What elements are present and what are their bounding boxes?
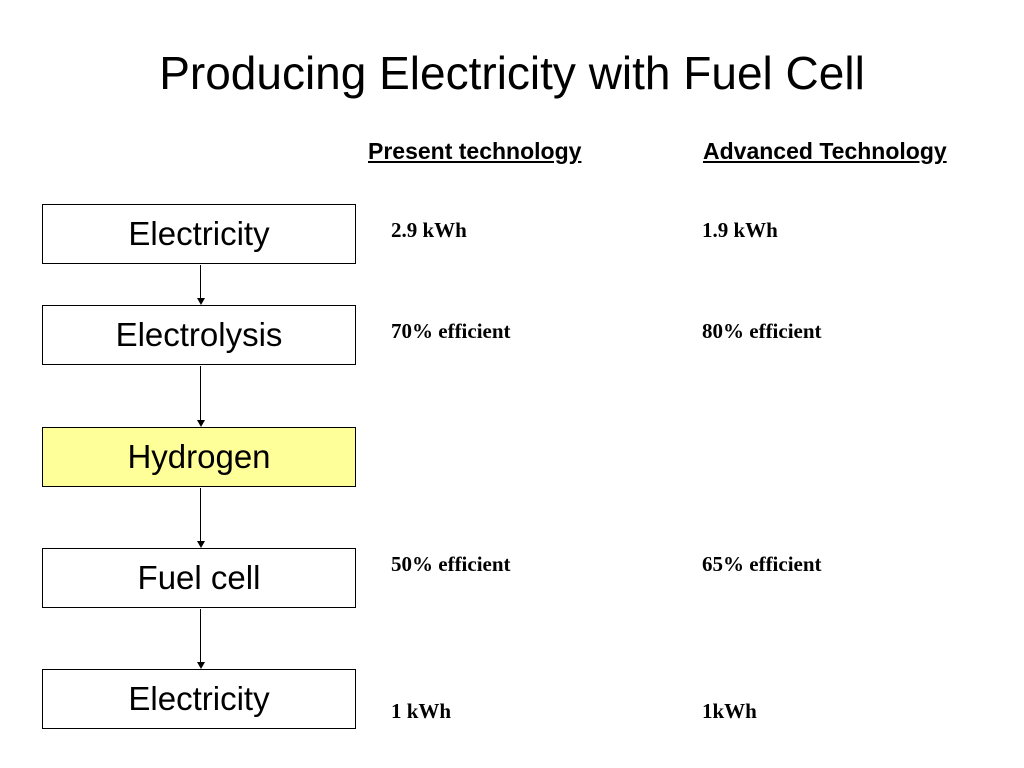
column-header-present: Present technology — [368, 138, 582, 164]
flow-box-electrolysis: Electrolysis — [42, 305, 356, 365]
present-value-electricity-input: 2.9 kWh — [391, 218, 467, 242]
flow-arrow-1 — [195, 265, 207, 305]
present-value-fuel-cell: 50% efficient — [391, 552, 511, 576]
flow-box-electricity-input: Electricity — [42, 204, 356, 264]
advanced-value-fuel-cell: 65% efficient — [702, 552, 822, 576]
advanced-value-electricity-input: 1.9 kWh — [702, 218, 778, 242]
present-value-electricity-output: 1 kWh — [391, 699, 452, 723]
slide-title: Producing Electricity with Fuel Cell — [159, 47, 865, 99]
column-header-advanced: Advanced Technology — [703, 138, 947, 164]
flow-box-hydrogen: Hydrogen — [42, 427, 356, 487]
flow-box-fuel-cell: Fuel cell — [42, 548, 356, 608]
flow-arrow-4 — [195, 609, 207, 669]
advanced-value-electricity-output: 1kWh — [702, 699, 757, 723]
flow-arrow-3 — [195, 488, 207, 548]
flow-box-electricity-output: Electricity — [42, 669, 356, 729]
flow-arrow-2 — [195, 366, 207, 427]
advanced-value-electrolysis: 80% efficient — [702, 319, 822, 343]
present-value-electrolysis: 70% efficient — [391, 319, 511, 343]
